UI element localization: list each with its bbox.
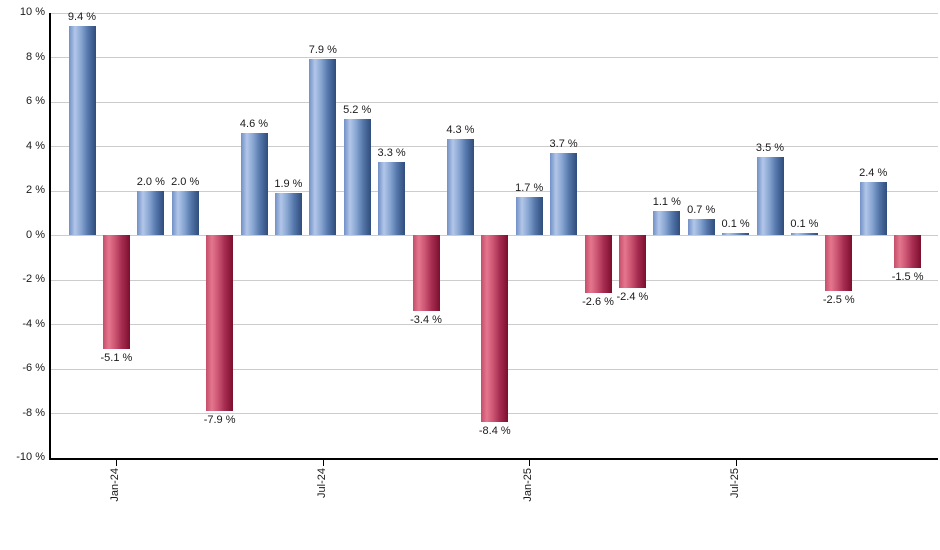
y-axis-tick-label: -10 % <box>16 451 45 463</box>
bar-Feb-24 <box>137 190 165 235</box>
bar-Jan-25 <box>515 197 543 235</box>
bar-value-label: 4.3 % <box>446 124 475 137</box>
x-axis-tick-label: Jan-25 <box>522 467 535 502</box>
bar-value-label: -1.5 % <box>891 271 924 284</box>
x-axis-tick <box>529 459 531 466</box>
bar-value-label: 1.9 % <box>274 177 303 190</box>
bar-value-label: 4.6 % <box>239 117 269 130</box>
bar-Jan-24 <box>102 235 130 349</box>
bar-May-24 <box>240 132 268 235</box>
bar-Oct-24 <box>412 235 440 311</box>
y-axis-tick-label: 2 % <box>26 184 45 196</box>
bar-Jun-24 <box>274 192 302 235</box>
gridline-6pct <box>50 101 938 103</box>
y-axis-line <box>49 12 51 460</box>
gridline-8pct <box>50 57 938 58</box>
bar-Dec-23 <box>68 25 96 235</box>
bar-value-label: -2.5 % <box>822 293 855 306</box>
bar-value-label: -2.6 % <box>582 295 614 308</box>
bar-Mar-24 <box>171 190 199 235</box>
bar-value-label: -2.4 % <box>616 291 649 304</box>
bar-Apr-25 <box>618 235 646 289</box>
bar-Aug-24 <box>343 119 371 235</box>
bar-value-label: 3.5 % <box>755 142 785 155</box>
bar-value-label: 2.0 % <box>171 175 200 188</box>
bar-value-label: 0.1 % <box>721 217 750 230</box>
bar-Dec-24 <box>481 235 509 422</box>
bar-value-label: 3.3 % <box>377 146 406 159</box>
x-axis-tick <box>322 459 324 466</box>
bar-value-label: 7.9 % <box>308 44 337 57</box>
bar-Jul-24 <box>309 59 337 235</box>
bar-Apr-24 <box>206 235 234 411</box>
y-axis-tick-label: -8 % <box>22 406 45 419</box>
y-axis-tick-label: 8 % <box>26 50 45 63</box>
bar-value-label: -7.9 % <box>203 413 236 426</box>
bar-value-label: 0.1 % <box>790 217 819 230</box>
bar-value-label: 9.4 % <box>67 10 97 23</box>
y-axis-tick-label: -6 % <box>22 362 45 374</box>
bar-value-label: 3.7 % <box>549 137 578 150</box>
gridline-4pct <box>50 146 938 147</box>
bar-value-label: 2.0 % <box>136 175 165 188</box>
bar-value-label: -8.4 % <box>478 424 511 437</box>
bar-May-25 <box>653 210 681 235</box>
bar-Aug-25 <box>756 157 784 235</box>
bar-Sep-24 <box>378 161 406 235</box>
x-axis-tick <box>735 459 737 466</box>
gridline-10pct <box>50 12 938 14</box>
bar-Nov-25 <box>859 181 887 235</box>
bar-value-label: 5.2 % <box>343 104 372 117</box>
bar-value-label: 1.1 % <box>652 195 681 208</box>
bar-Nov-24 <box>446 139 474 235</box>
bar-Mar-25 <box>584 235 612 293</box>
y-axis-tick-label: -2 % <box>22 273 45 285</box>
bar-value-label: 0.7 % <box>687 204 716 217</box>
y-axis-tick-label: 6 % <box>26 95 45 107</box>
bar-value-label: 2.4 % <box>859 166 888 179</box>
y-axis-tick-label: -4 % <box>22 317 45 330</box>
bar-value-label: -5.1 % <box>100 351 133 364</box>
bar-Oct-25 <box>825 235 853 291</box>
bar-value-label: -3.4 % <box>410 313 442 326</box>
y-axis-tick-label: 4 % <box>26 139 45 152</box>
x-axis-tick-label: Jul-24 <box>315 467 328 498</box>
bar-Jul-25 <box>722 232 750 235</box>
x-axis-tick-label: Jan-24 <box>109 467 122 502</box>
bar-Jun-25 <box>687 219 715 235</box>
bar-Sep-25 <box>790 232 818 235</box>
y-axis-tick-label: 10 % <box>19 6 45 18</box>
bar-Dec-25 <box>894 235 922 269</box>
bar-Feb-25 <box>550 152 578 235</box>
x-axis-tick-label: Jul-25 <box>728 467 741 498</box>
x-axis-tick <box>116 459 118 466</box>
bar-value-label: 1.7 % <box>515 182 544 195</box>
y-axis-tick-label: 0 % <box>26 228 45 241</box>
x-axis-line <box>49 457 938 460</box>
